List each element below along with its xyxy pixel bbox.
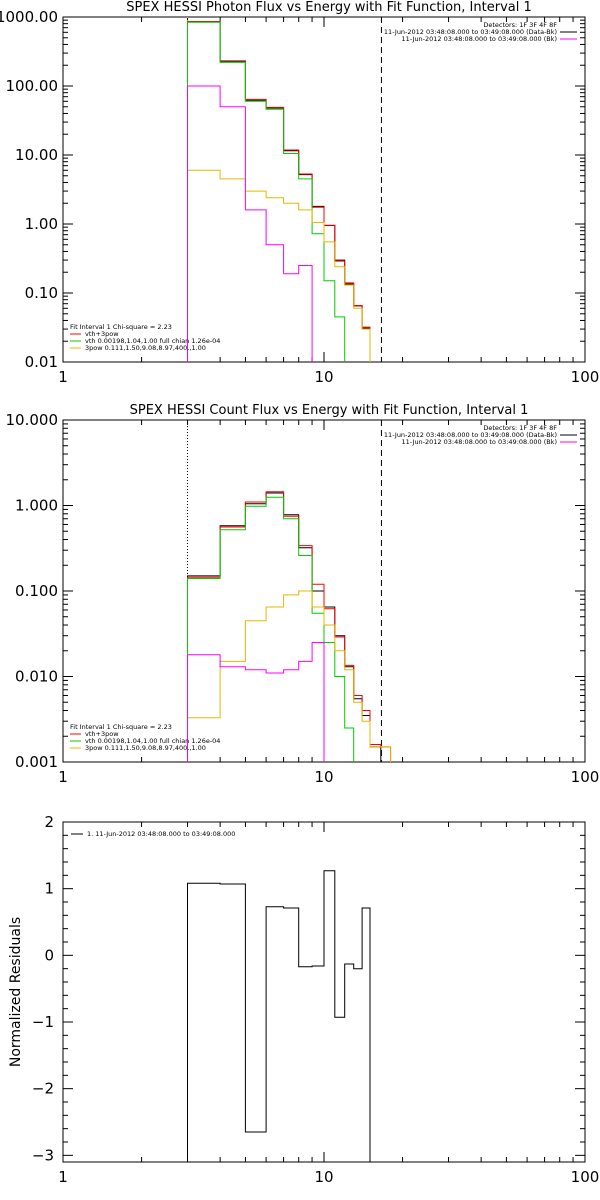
- y-tick-label-0-2: 1.00: [25, 215, 58, 233]
- x-tick-label-2-2: 100: [571, 1168, 600, 1186]
- legend-top-entry-0-2: 11-Jun-2012 03:48:08.000 to 03:49:08.000…: [402, 35, 557, 43]
- y-tick-label-0-1: 0.10: [25, 284, 58, 302]
- y-tick-label-0-0: 0.01: [25, 353, 58, 371]
- series-3pow-line: [187, 590, 392, 762]
- series-vth-line: [187, 21, 363, 362]
- legend-top-entry-0-0: Detectors: 1F 3F 4F 8F: [483, 21, 557, 29]
- series-bk-line: [187, 85, 313, 362]
- legend-bottom-entry-1-0: Fit Interval 1 Chi-square = 2.23: [70, 723, 172, 731]
- chart-title-1: SPEX HESSI Count Flux vs Energy with Fit…: [130, 403, 529, 418]
- y-tick-label-2-2: 0: [44, 946, 54, 964]
- legend-bottom-entry-0-0: Fit Interval 1 Chi-square = 2.23: [70, 323, 172, 331]
- legend-bottom-entry-0-1: vth+3pow: [85, 330, 119, 338]
- series-vth-3pow-line: [187, 491, 392, 762]
- y-tick-label-0-3: 10.00: [15, 146, 58, 164]
- y-tick-label-2-0: 2: [44, 813, 54, 831]
- legend-bottom-entry-1-3: 3pow 0.111,1.50,9.08,8.97,400.,1.00: [85, 744, 206, 752]
- series-3pow-line: [187, 169, 392, 362]
- y-tick-label-2-4: −2: [32, 1080, 54, 1098]
- x-tick-label-1-2: 100: [571, 768, 600, 786]
- y-tick-label-2-5: −3: [32, 1146, 54, 1164]
- y-tick-label-1-0: 0.001: [15, 753, 58, 771]
- x-tick-label-0-1: 10: [314, 368, 333, 386]
- legend-bottom-entry-0-3: 3pow 0.111,1.50,9.08,8.97,400.,1.00: [85, 344, 206, 352]
- legend-top-entry-1-2: 11-Jun-2012 03:48:08.000 to 03:49:08.000…: [402, 438, 557, 446]
- y-axis-label-2: Normalized Residuals: [8, 917, 24, 1067]
- chart-title-0: SPEX HESSI Photon Flux vs Energy with Fi…: [126, 0, 532, 15]
- x-tick-label-0-2: 100: [571, 368, 600, 386]
- x-tick-label-1-1: 10: [314, 768, 333, 786]
- series-data-bk-line: [187, 21, 382, 362]
- series-data-bk-line: [187, 492, 382, 762]
- y-tick-label-0-4: 100.00: [6, 77, 59, 95]
- x-tick-label-2-1: 10: [314, 1168, 333, 1186]
- x-tick-label-0-0: 1: [58, 368, 68, 386]
- legend-bottom-entry-0-2: vth 0.00198,1.04,1.00 full chian 1.26e-0…: [85, 337, 220, 345]
- y-tick-label-1-1: 0.010: [15, 668, 58, 686]
- series-residuals-line: [187, 870, 371, 1162]
- series-vth-line: [187, 496, 363, 762]
- legend-entry-2: 1. 11-Jun-2012 03:48:08.000 to 03:49:08.…: [87, 830, 235, 838]
- y-tick-label-1-3: 1.000: [15, 497, 58, 515]
- legend-bottom-entry-1-1: vth+3pow: [85, 730, 119, 738]
- x-tick-label-1-0: 1: [58, 768, 68, 786]
- legend-bottom-entry-1-2: vth 0.00198,1.04,1.00 full chian 1.26e-0…: [85, 737, 220, 745]
- legend-top-entry-1-1: 11-Jun-2012 03:48:08.000 to 03:49:08.000…: [384, 431, 557, 439]
- legend-top-entry-0-1: 11-Jun-2012 03:48:08.000 to 03:49:08.000…: [384, 28, 557, 36]
- y-tick-label-1-2: 0.100: [15, 582, 58, 600]
- y-tick-label-0-5: 1000.00: [0, 8, 58, 26]
- legend-top-entry-1-0: Detectors: 1F 3F 4F 8F: [483, 424, 557, 432]
- y-tick-label-2-1: 1: [44, 880, 54, 898]
- y-tick-label-1-4: 10.000: [6, 411, 59, 429]
- y-tick-label-2-3: −1: [32, 1013, 54, 1031]
- plot-frame-0: [62, 16, 586, 363]
- series-vth-3pow-line: [187, 21, 392, 362]
- series-bk-line: [187, 642, 325, 762]
- x-tick-label-2-0: 1: [58, 1168, 68, 1186]
